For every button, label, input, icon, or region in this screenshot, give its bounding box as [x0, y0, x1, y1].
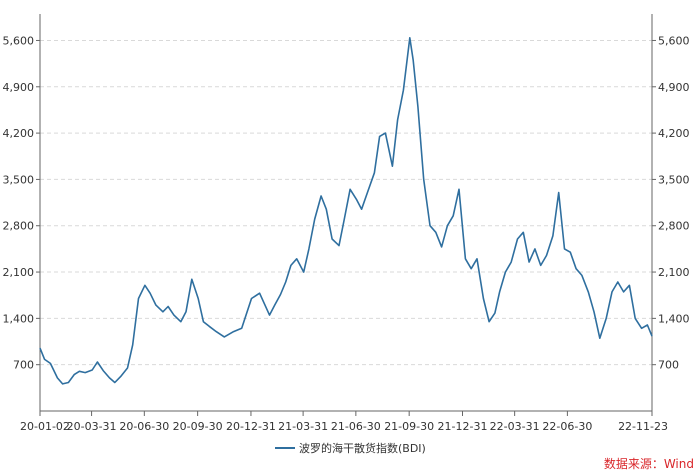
- series-layer: [39, 36, 653, 385]
- y-tick-label-right: 4,200: [658, 127, 690, 140]
- y-tick-label-right: 2,100: [658, 266, 690, 279]
- legend[interactable]: 波罗的海干散货指数(BDI): [275, 441, 426, 455]
- y-tick-label-left: 1,400: [3, 312, 35, 325]
- y-tick-label-right: 4,900: [658, 81, 690, 94]
- x-tick-label: 21-09-30: [384, 420, 434, 433]
- x-tick-label: 21-06-30: [331, 420, 381, 433]
- y-tick-label-left: 5,600: [3, 34, 35, 47]
- y-tick-label-left: 3,500: [3, 173, 35, 186]
- y-tick-label-left: 2,800: [3, 220, 35, 233]
- x-tick-label: 22-06-30: [542, 420, 592, 433]
- x-tick-label: 21-03-31: [278, 420, 328, 433]
- x-tick-label: 20-12-31: [226, 420, 276, 433]
- y-tick-label-left: 700: [13, 359, 34, 372]
- y-tick-label-right: 5,600: [658, 34, 690, 47]
- y-tick-label-right: 2,800: [658, 220, 690, 233]
- x-tick-label: 22-03-31: [490, 420, 540, 433]
- y-axis-right-ticks: 700 1,400 2,100 2,800 3,500 4,200 4,900 5,600: [652, 34, 690, 372]
- x-tick-label: 20-03-31: [67, 420, 117, 433]
- y-tick-label-left: 4,200: [3, 127, 35, 140]
- legend-label: 波罗的海干散货指数(BDI): [299, 441, 426, 455]
- x-tick-label: 20-01-02: [20, 420, 70, 433]
- x-tick-label: 22-11-23: [618, 420, 668, 433]
- y-axis-left-ticks: 700 1,400 2,100 2,800 3,500 4,200 4,900 5,600: [3, 34, 40, 372]
- x-tick-label: 20-06-30: [119, 420, 169, 433]
- y-tick-label-left: 4,900: [3, 81, 35, 94]
- series-line-bdi: [39, 36, 653, 385]
- y-tick-label-right: 1,400: [658, 312, 690, 325]
- gridlines: [40, 39, 652, 366]
- y-tick-label-right: 3,500: [658, 173, 690, 186]
- axes: [39, 14, 653, 412]
- source-label: 数据来源：Wind: [604, 456, 694, 471]
- x-tick-label: 20-09-30: [173, 420, 223, 433]
- y-tick-label-left: 2,100: [3, 266, 35, 279]
- x-tick-label: 21-12-31: [438, 420, 488, 433]
- y-tick-label-right: 700: [658, 359, 679, 372]
